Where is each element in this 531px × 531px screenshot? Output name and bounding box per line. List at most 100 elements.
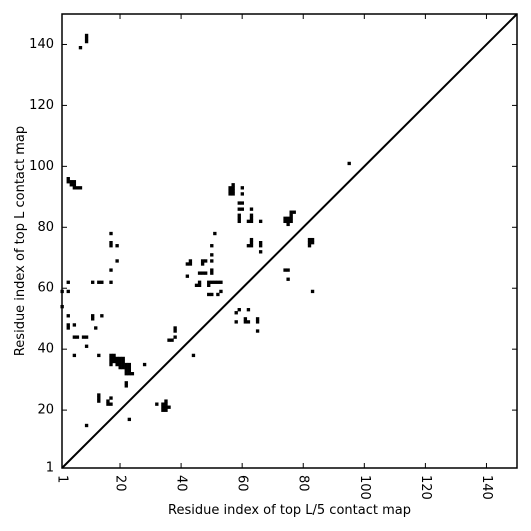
- contact-point: [66, 280, 70, 284]
- y-tick-label: 120: [29, 98, 54, 113]
- contact-point: [118, 359, 122, 364]
- contact-point: [127, 362, 132, 367]
- contact-point: [84, 36, 89, 41]
- contact-point: [66, 180, 70, 184]
- contact-point: [142, 362, 147, 367]
- contact-point: [249, 219, 254, 224]
- contact-point: [66, 323, 70, 327]
- contact-point: [124, 384, 128, 388]
- contact-point: [106, 399, 110, 403]
- contact-point: [246, 320, 251, 324]
- contact-point: [246, 244, 251, 248]
- contact-point: [200, 271, 205, 275]
- contact-point: [228, 186, 232, 190]
- contact-point: [283, 216, 287, 220]
- contact-point: [124, 381, 128, 385]
- contact-point: [310, 237, 315, 242]
- contact-point: [310, 241, 315, 245]
- contact-point: [155, 402, 159, 406]
- contact-point: [109, 362, 113, 367]
- contact-point: [124, 365, 128, 370]
- contact-point: [69, 183, 73, 187]
- contact-point: [164, 408, 168, 412]
- contact-point: [121, 359, 125, 364]
- contact-point: [75, 186, 80, 190]
- contact-point: [109, 244, 113, 248]
- contact-point: [188, 259, 193, 263]
- contact-point: [115, 259, 119, 263]
- contact-point: [78, 45, 83, 50]
- contact-point: [84, 423, 89, 428]
- contact-point: [249, 216, 254, 220]
- contact-point: [231, 183, 235, 187]
- contact-point: [200, 259, 205, 263]
- contact-point: [210, 268, 214, 272]
- x-tick-label: 140: [479, 475, 494, 500]
- x-tick-label: 120: [418, 475, 433, 500]
- contact-point: [292, 210, 296, 214]
- contact-point: [124, 372, 128, 376]
- contact-point: [127, 365, 132, 370]
- contact-point: [207, 280, 211, 284]
- contact-point: [161, 405, 165, 409]
- contact-point: [164, 405, 168, 409]
- contact-point: [100, 314, 104, 318]
- contact-point: [84, 39, 89, 44]
- x-tick-label: 60: [235, 475, 250, 492]
- contact-point: [210, 259, 214, 263]
- contact-point: [219, 289, 223, 294]
- contact-point: [289, 213, 293, 217]
- contact-point: [240, 201, 244, 205]
- contact-point: [72, 180, 77, 184]
- contact-point: [112, 356, 116, 361]
- contact-point: [228, 189, 232, 193]
- contact-point: [197, 283, 202, 288]
- contact-point: [237, 213, 241, 217]
- x-tick-label: 100: [357, 475, 372, 500]
- contact-point: [191, 353, 196, 358]
- contact-point: [307, 244, 312, 248]
- x-tick-label: 80: [296, 475, 311, 492]
- contact-point: [84, 335, 89, 339]
- contact-point: [97, 353, 101, 358]
- x-tick-label: 1: [55, 475, 70, 483]
- contact-point: [289, 219, 293, 224]
- contact-point: [109, 268, 113, 272]
- contact-point: [237, 219, 241, 224]
- contact-point: [121, 365, 125, 370]
- contact-point: [97, 399, 101, 403]
- contact-point: [258, 241, 263, 245]
- contact-point: [167, 338, 171, 342]
- contact-point: [240, 207, 244, 211]
- contact-point: [283, 268, 287, 272]
- contact-point: [210, 244, 214, 248]
- contact-point: [109, 231, 113, 236]
- contact-point: [75, 335, 80, 339]
- contact-point: [66, 177, 70, 181]
- contact-point: [78, 186, 83, 190]
- contact-point: [81, 335, 86, 339]
- y-axis-label: Residue index of top L contact map: [13, 126, 28, 356]
- contact-point: [258, 250, 263, 254]
- x-tick-label: 40: [174, 475, 189, 492]
- contact-point: [194, 283, 199, 288]
- contact-point: [109, 402, 113, 406]
- contact-point: [197, 280, 202, 284]
- contact-point: [237, 207, 241, 211]
- contact-point: [127, 372, 132, 376]
- contact-point: [283, 219, 287, 224]
- contact-point: [286, 222, 290, 227]
- contact-point: [72, 335, 77, 339]
- contact-point: [118, 356, 122, 361]
- contact-point: [115, 359, 119, 364]
- contact-point: [237, 201, 241, 205]
- y-tick-label: 40: [37, 342, 54, 357]
- contact-point: [91, 280, 95, 284]
- contact-point: [109, 396, 113, 400]
- diagonal-line: [61, 13, 518, 469]
- contact-point: [121, 362, 125, 367]
- y-tick-label: 100: [29, 159, 54, 174]
- y-tick-label: 20: [37, 403, 54, 418]
